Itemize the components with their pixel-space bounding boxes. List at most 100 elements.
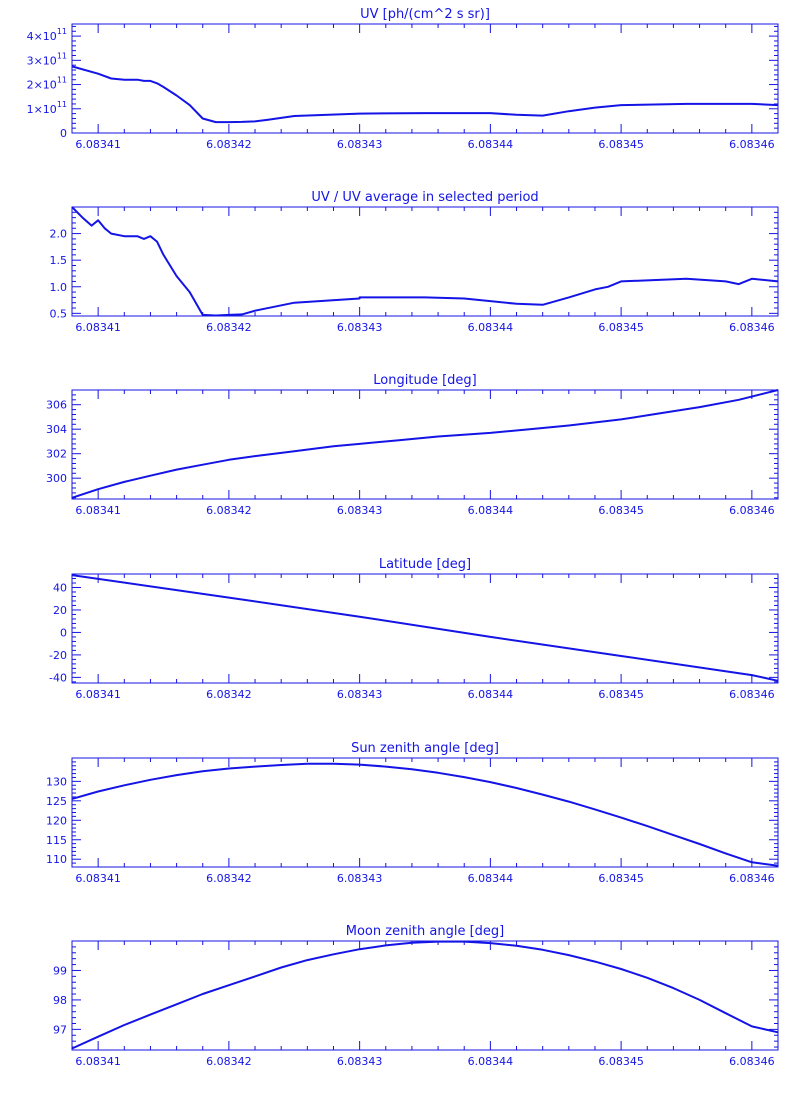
- y-tick-label: 20: [53, 604, 67, 617]
- y-tick-label: 1×1011: [27, 100, 67, 116]
- y-tick-label: 125: [46, 795, 67, 808]
- series-line-1: [71, 940, 779, 1050]
- x-tick-label: 6.08343: [337, 138, 383, 151]
- y-tick-label: 4×1011: [27, 27, 67, 43]
- y-tick-label: 304: [46, 423, 67, 436]
- y-tick-base: 20: [53, 604, 67, 617]
- chart-title: Moon zenith angle [deg]: [346, 924, 504, 939]
- y-tick-base: 40: [53, 581, 67, 594]
- y-tick-label: 120: [46, 814, 67, 827]
- y-tick-label: 0: [60, 127, 67, 140]
- series-line-1: [71, 762, 779, 867]
- plot-frame: [71, 573, 779, 684]
- y-tick-exponent: 11: [57, 100, 67, 109]
- x-tick-label: 6.08342: [206, 1055, 252, 1068]
- y-tick-base: 2.0: [50, 228, 68, 241]
- y-tick-exponent: 11: [57, 27, 67, 36]
- y-tick-label: 97: [53, 1023, 67, 1036]
- chart-title: Longitude [deg]: [373, 373, 476, 388]
- chart-panel-3: Longitude [deg] 6.08341 6.08342 6.08343 6.08…: [46, 373, 779, 517]
- y-tick-base: -40: [49, 671, 67, 684]
- x-tick-label: 6.08343: [337, 504, 383, 517]
- y-tick-label: -20: [49, 649, 67, 662]
- y-tick-base: 0: [60, 626, 67, 639]
- chart-panel-4: Latitude [deg] 6.08341 6.08342 6.08343 6.083…: [49, 557, 779, 701]
- y-tick-label: 1.5: [50, 254, 68, 267]
- x-tick-label: 6.08345: [598, 1055, 644, 1068]
- x-tick-label: 6.08342: [206, 138, 252, 151]
- y-tick-label: 0: [60, 626, 67, 639]
- y-tick-label: 99: [53, 964, 67, 977]
- x-tick-label: 6.08342: [206, 688, 252, 701]
- x-tick-label: 6.08346: [729, 1055, 775, 1068]
- x-tick-label: 6.08344: [468, 504, 514, 517]
- y-tick-base: 125: [46, 795, 67, 808]
- series-line-1: [71, 574, 779, 682]
- y-tick-base: 302: [46, 448, 67, 461]
- y-tick-base: 99: [53, 964, 67, 977]
- x-tick-label: 6.08344: [468, 321, 514, 334]
- x-tick-label: 6.08345: [598, 688, 644, 701]
- y-tick-exponent: 11: [57, 76, 67, 85]
- plot-frame: [71, 940, 779, 1051]
- y-tick-base: 304: [46, 423, 67, 436]
- x-tick-label: 6.08341: [75, 1055, 121, 1068]
- x-tick-label: 6.08341: [75, 872, 121, 885]
- y-tick-base: 110: [46, 853, 67, 866]
- y-tick-label: 3×1011: [27, 51, 67, 67]
- plot-frame: [71, 23, 779, 134]
- x-tick-label: 6.08343: [337, 1055, 383, 1068]
- y-tick-label: 300: [46, 472, 67, 485]
- y-tick-label: 2×1011: [27, 76, 67, 92]
- chart-panel-2: UV / UV average in selected period 6.0834…: [50, 190, 779, 334]
- x-tick-label: 6.08346: [729, 872, 775, 885]
- y-tick-base: 300: [46, 472, 67, 485]
- y-tick-label: 2.0: [50, 228, 68, 241]
- x-tick-label: 6.08341: [75, 321, 121, 334]
- x-tick-label: 6.08343: [337, 688, 383, 701]
- x-tick-label: 6.08345: [598, 138, 644, 151]
- y-tick-label: 110: [46, 853, 67, 866]
- x-tick-label: 6.08345: [598, 504, 644, 517]
- x-tick-label: 6.08341: [75, 138, 121, 151]
- y-tick-base: 97: [53, 1023, 67, 1036]
- plot-frame: [71, 389, 779, 500]
- chart-panel-6: Moon zenith angle [deg] 6.08341 6.08342 6.0…: [53, 924, 779, 1068]
- x-tick-label: 6.08342: [206, 872, 252, 885]
- y-tick-base: 3×10: [27, 54, 57, 67]
- y-tick-label: 115: [46, 834, 67, 847]
- x-tick-label: 6.08346: [729, 504, 775, 517]
- y-tick-base: 4×10: [27, 30, 57, 43]
- y-tick-label: 98: [53, 994, 67, 1007]
- chart-panel-1: UV [ph/(cm^2 s sr)] 6.08341 6.08342 6.08343…: [27, 7, 779, 151]
- x-tick-label: 6.08344: [468, 688, 514, 701]
- x-tick-label: 6.08343: [337, 872, 383, 885]
- y-tick-base: 130: [46, 775, 67, 788]
- x-tick-label: 6.08341: [75, 688, 121, 701]
- x-tick-label: 6.08341: [75, 504, 121, 517]
- chart-title: Sun zenith angle [deg]: [351, 741, 499, 756]
- y-tick-base: 2×10: [27, 79, 57, 92]
- x-tick-label: 6.08342: [206, 504, 252, 517]
- x-tick-label: 6.08344: [468, 138, 514, 151]
- x-tick-label: 6.08342: [206, 321, 252, 334]
- x-tick-label: 6.08343: [337, 321, 383, 334]
- x-tick-label: 6.08346: [729, 321, 775, 334]
- x-tick-label: 6.08344: [468, 1055, 514, 1068]
- y-tick-label: 40: [53, 581, 67, 594]
- y-tick-base: 0: [60, 127, 67, 140]
- x-tick-label: 6.08346: [729, 688, 775, 701]
- y-tick-base: 98: [53, 994, 67, 1007]
- y-tick-base: 1.0: [50, 281, 68, 294]
- y-tick-base: 120: [46, 814, 67, 827]
- series-line-1: [71, 389, 779, 499]
- x-tick-label: 6.08346: [729, 138, 775, 151]
- y-tick-label: 0.5: [50, 307, 68, 320]
- y-tick-base: 115: [46, 834, 67, 847]
- y-tick-label: 130: [46, 775, 67, 788]
- y-tick-base: -20: [49, 649, 67, 662]
- y-tick-base: 1.5: [50, 254, 68, 267]
- series-line-1: [71, 206, 779, 317]
- y-tick-label: 306: [46, 399, 67, 412]
